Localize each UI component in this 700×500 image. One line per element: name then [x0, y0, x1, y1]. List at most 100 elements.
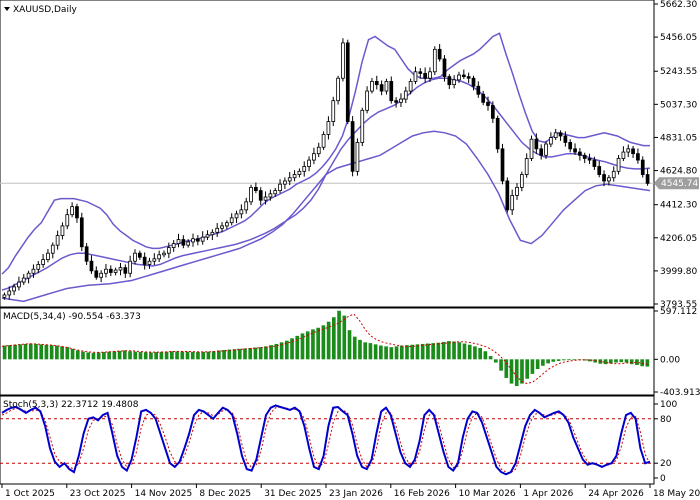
candle-body: [166, 247, 171, 254]
macd-bar: [494, 359, 498, 363]
macd-bar: [541, 359, 545, 366]
candle-body: [481, 93, 486, 103]
candle-body: [341, 42, 345, 79]
macd-bar: [81, 351, 85, 360]
macd-bar: [321, 325, 326, 360]
candle: [471, 75, 476, 91]
x-axis: 1 Oct 2025 23 Oct 2025 14 Nov 2025 8 Dec 20…: [1, 484, 700, 499]
macd-bar: [222, 350, 226, 360]
macd-panel-frame: [0, 307, 655, 396]
candle: [418, 68, 423, 79]
candle: [84, 243, 89, 265]
candle: [147, 257, 152, 269]
candle: [234, 210, 239, 224]
candle-body: [597, 166, 602, 175]
candle-body: [26, 272, 31, 279]
macd-bar: [290, 338, 294, 360]
candle-body: [408, 81, 413, 92]
candle-body: [423, 72, 427, 79]
candle-body: [302, 166, 307, 172]
macd-bar: [190, 351, 195, 360]
candle-body: [123, 267, 128, 274]
candle-body: [345, 42, 350, 122]
macd-bar: [420, 343, 425, 360]
candle-body: [220, 225, 224, 229]
candle: [476, 81, 481, 98]
macd-bar: [39, 344, 44, 360]
candle: [539, 144, 544, 160]
candle: [12, 283, 16, 296]
candle-body: [321, 134, 326, 148]
candle: [181, 235, 186, 249]
candle-body: [505, 180, 510, 211]
price-badge-shape: [654, 177, 699, 190]
macd-bar: [582, 359, 587, 361]
price-badge: 4545.74: [654, 177, 699, 190]
candle-body: [452, 79, 457, 86]
macd-bar: [159, 351, 164, 360]
macd-bar: [629, 359, 634, 365]
candle: [524, 153, 529, 178]
candle: [113, 267, 118, 276]
macd-bar: [525, 359, 530, 379]
macd-bar: [509, 359, 514, 384]
macd-bar: [122, 350, 127, 360]
macd-bar: [394, 346, 399, 360]
candle-body: [254, 186, 258, 191]
candle-body: [65, 214, 70, 227]
candle: [186, 239, 191, 248]
macd-bar: [452, 341, 456, 360]
macd-bar: [436, 342, 441, 360]
candle-body: [510, 195, 515, 211]
x-tick-label: 14 Nov 2025: [135, 489, 193, 499]
candle: [350, 116, 355, 177]
candle-body: [108, 268, 113, 273]
macd-bar: [170, 351, 174, 360]
candle: [626, 144, 631, 158]
candle-body: [645, 174, 650, 184]
candle: [283, 177, 287, 189]
dropdown-triangle-icon[interactable]: [4, 7, 10, 11]
candle: [137, 250, 142, 260]
macd-bar: [614, 359, 618, 363]
macd-bar: [530, 359, 535, 374]
macd-bar: [561, 359, 566, 361]
candle-body: [7, 290, 12, 296]
candle-body: [152, 258, 157, 262]
macd-bar: [567, 359, 571, 361]
candle: [249, 184, 253, 206]
macd-bar: [154, 352, 158, 360]
candle: [558, 130, 563, 141]
candle: [345, 39, 350, 125]
macd-bar: [588, 359, 592, 362]
candle: [171, 240, 176, 252]
candle-body: [46, 252, 50, 261]
candle-body: [471, 77, 476, 87]
candle: [442, 55, 447, 82]
candle-body: [490, 105, 495, 119]
candle-body: [316, 146, 321, 155]
candle-body: [558, 132, 563, 137]
candle: [142, 252, 147, 270]
macd-bar: [457, 342, 462, 360]
candle-body: [287, 177, 292, 182]
candle-body: [611, 170, 616, 179]
candle-body: [568, 142, 573, 150]
macd-bar: [96, 352, 101, 360]
candle-body: [616, 158, 621, 172]
macd-bar: [603, 359, 608, 365]
macd-bar: [462, 343, 467, 360]
y-tick-label: 4412.30: [660, 201, 697, 211]
macd-bar: [2, 345, 7, 360]
macd-histogram: [2, 310, 650, 387]
candle-body: [41, 259, 45, 265]
candle-body: [534, 138, 539, 150]
macd-bar: [316, 327, 320, 360]
candle: [268, 189, 273, 201]
candle: [273, 187, 278, 197]
candle-body: [239, 209, 244, 215]
macd-bar: [44, 344, 49, 360]
macd-bar: [556, 359, 561, 361]
candle-body: [515, 186, 519, 196]
